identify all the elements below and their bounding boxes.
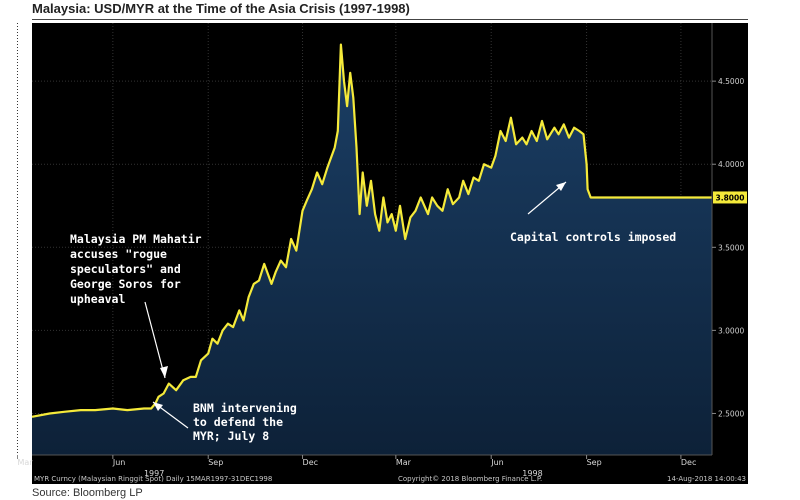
x-tick-label: Jun [112,458,126,467]
annotation-line: upheaval [70,292,125,306]
price-area [32,44,712,455]
footer-center: Copyright© 2018 Bloomberg Finance L.P. [398,475,542,483]
usd-myr-chart: 2.5000 3.0000 3.5000 4.0000 4.5000 Mar Jun Sep… [16,23,748,484]
last-value-box [713,191,747,204]
annotation-line: Malaysia PM Mahatir [70,232,202,246]
annotation-line: to defend the [193,415,283,429]
y-axis-ticks: 2.5000 3.0000 3.5000 4.0000 4.5000 [712,77,744,418]
y-tick-label: 4.5000 [718,77,744,86]
footer-right: 14-Aug-2018 14:00:43 [667,475,746,483]
price-line [31,43,712,418]
annotation-capital-controls: Capital controls imposed [510,181,676,244]
annotation-line: Capital controls imposed [510,230,676,244]
footer-left: MYR Curncy (Malaysian Ringgit Spot) Dail… [34,475,272,483]
x-tick-label: Sep [208,458,223,467]
x-tick-label: Mar [396,458,412,467]
y-tick-label: 3.5000 [718,243,744,252]
last-value-label: 3.8000 [716,193,745,202]
y-tick-label: 2.5000 [718,409,744,418]
x-tick-label: Sep [587,458,602,467]
annotation-line: BNM intervening [193,401,297,415]
y-tick-label: 4.0000 [718,160,744,169]
annotation-line: George Soros for [70,277,181,291]
x-tick-label: Mar [17,458,33,467]
annotation-line: accuses "rogue [70,247,167,261]
annotation-bnm: BNM intervening to defend the MYR; July 8 [152,401,297,443]
last-value-marker: 3.8000 [713,191,747,204]
source-note: Source: Bloomberg LP [32,487,143,499]
svg-text:Capital controls imposed: Capital controls imposed [510,230,676,244]
x-tick-label: Dec [681,458,696,467]
x-axis-ticks: Mar Jun Sep Dec Mar Jun Sep Dec [16,455,696,467]
title-divider [32,19,748,20]
x-tick-label: Dec [303,458,318,467]
page-title: Malaysia: USD/MYR at the Time of the Asi… [32,1,410,16]
annotation-line: speculators" and [70,262,181,276]
year-label: 1998 [522,469,542,478]
y-tick-label: 3.0000 [718,326,744,335]
annotation-mahathir: Malaysia PM Mahatir accuses "rogue specula… [70,232,202,379]
x-tick-label: Jun [490,458,504,467]
year-label: 1997 [144,469,164,478]
annotation-line: MYR; July 8 [193,429,269,443]
year-labels: 1997 1998 [144,469,543,478]
